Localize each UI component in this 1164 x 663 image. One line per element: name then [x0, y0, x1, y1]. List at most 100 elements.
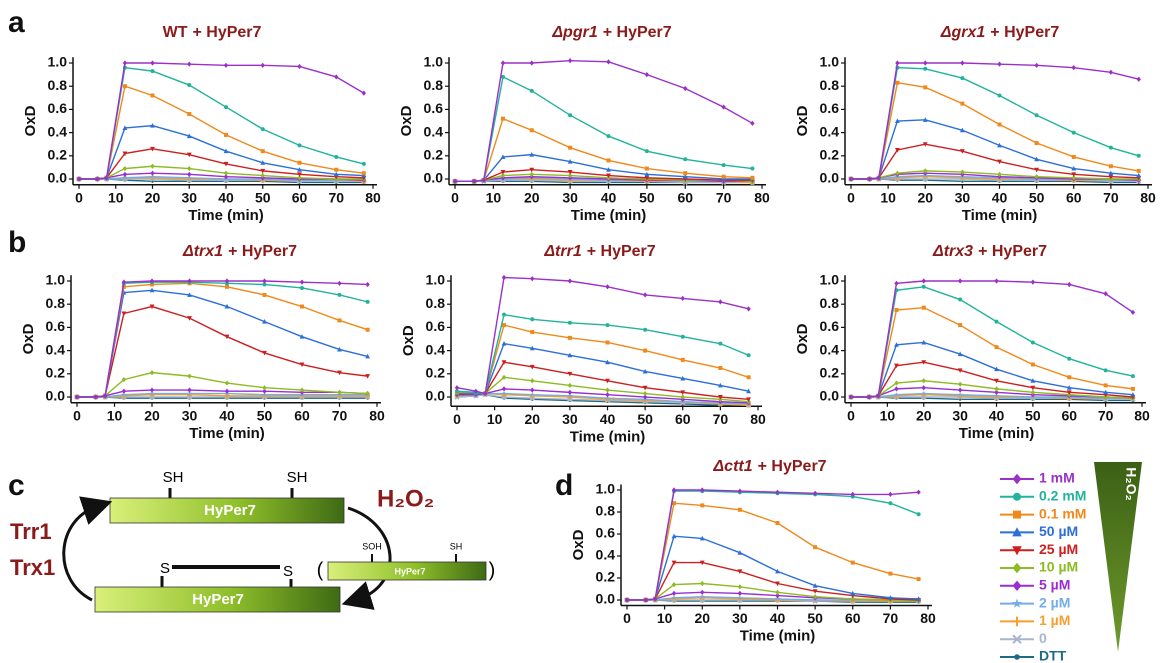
x-tick-label: 30 — [562, 190, 578, 206]
y-tick-label: 0.2 — [820, 365, 840, 381]
data-point — [850, 596, 855, 602]
data-point — [916, 489, 921, 495]
data-point — [775, 521, 780, 525]
data-point — [605, 378, 610, 384]
data-point — [718, 341, 723, 346]
y-tick-label: 0.8 — [424, 77, 444, 93]
data-point — [960, 169, 965, 175]
data-point — [1103, 291, 1108, 297]
legend-label: 0.2 mM — [1039, 488, 1086, 504]
data-point — [1108, 145, 1113, 150]
data-point — [262, 392, 267, 397]
legend-entry: 0 — [1000, 630, 1047, 646]
data-point — [260, 172, 265, 179]
data-point — [297, 167, 302, 172]
data-point — [848, 394, 854, 400]
x-tick-label: 30 — [182, 408, 198, 424]
legend-marker — [1012, 546, 1022, 556]
y-axis-title: OxD — [570, 529, 587, 560]
legend-entry: 1 µM — [1000, 612, 1070, 628]
y-axis-title: OxD — [400, 325, 417, 356]
legend-entry: 1 mM — [1000, 470, 1075, 486]
gradient-triangle — [1094, 462, 1142, 652]
data-point — [121, 279, 127, 285]
data-point — [1108, 164, 1113, 169]
series-line — [851, 62, 1139, 180]
x-tick-label: 50 — [255, 190, 271, 206]
x-tick-label: 0 — [847, 408, 855, 424]
data-point — [888, 501, 893, 506]
data-point — [260, 160, 266, 165]
data-point — [888, 491, 893, 497]
y-tick-label: 0.4 — [46, 341, 66, 357]
x-tick-label: 10 — [486, 190, 502, 206]
y-tick-label: 0.0 — [426, 388, 446, 404]
data-point — [297, 172, 302, 177]
data-point — [775, 593, 780, 599]
legend-label: 25 µM — [1039, 541, 1078, 557]
data-point — [500, 172, 506, 179]
data-point — [671, 595, 677, 600]
data-point — [567, 278, 573, 284]
data-point — [149, 390, 155, 396]
data-point — [1103, 368, 1108, 373]
data-point — [746, 375, 751, 380]
data-point — [530, 276, 535, 282]
data-point — [721, 163, 726, 168]
series-line — [457, 324, 749, 395]
legend-label: 0 — [1039, 630, 1047, 646]
data-point — [122, 171, 128, 177]
panel-label: c — [8, 469, 25, 502]
data-point — [680, 295, 685, 302]
data-point — [960, 76, 965, 81]
paren: ( — [317, 559, 324, 581]
protein-label: HyPer7 — [394, 566, 425, 576]
data-point — [530, 387, 535, 393]
data-point — [957, 387, 963, 393]
x-tick-label: 60 — [677, 190, 693, 206]
data-point — [1030, 279, 1036, 285]
data-point — [867, 176, 872, 182]
y-tick-label: 0.0 — [48, 170, 68, 186]
data-point — [605, 387, 610, 393]
x-tick-label: 80 — [365, 190, 381, 206]
data-point — [718, 366, 723, 371]
data-point — [567, 371, 573, 377]
data-point — [606, 59, 611, 65]
data-point — [894, 280, 899, 286]
data-point — [121, 388, 127, 394]
data-point — [187, 112, 192, 117]
data-point — [337, 280, 342, 286]
title-strain: Δtrr1 — [543, 243, 582, 260]
x-tick-label: 40 — [601, 190, 617, 206]
data-point — [644, 171, 650, 177]
data-point — [737, 507, 742, 512]
data-point — [923, 60, 928, 66]
data-point — [149, 278, 155, 284]
legend-marker — [1012, 616, 1022, 627]
x-tick-label: 20 — [524, 190, 540, 206]
data-point — [122, 151, 128, 157]
data-point — [95, 176, 100, 182]
data-point — [653, 596, 658, 602]
data-point — [746, 306, 751, 312]
chart-title: Δctt1 + HyPer7 — [712, 458, 826, 475]
data-point — [1067, 356, 1072, 361]
data-point — [605, 395, 610, 401]
data-point — [186, 175, 192, 180]
data-point — [365, 281, 370, 288]
data-point — [775, 568, 780, 574]
data-point — [894, 363, 899, 369]
data-point — [1030, 378, 1036, 383]
title-suffix: + HyPer7 — [192, 24, 261, 41]
data-point — [699, 535, 705, 541]
data-point — [187, 387, 192, 393]
data-point — [997, 159, 1002, 165]
data-point — [895, 118, 900, 123]
series-line — [77, 280, 368, 398]
data-point — [224, 303, 230, 309]
panel-label: b — [8, 226, 26, 259]
data-point — [471, 178, 477, 184]
data-point — [473, 388, 479, 394]
